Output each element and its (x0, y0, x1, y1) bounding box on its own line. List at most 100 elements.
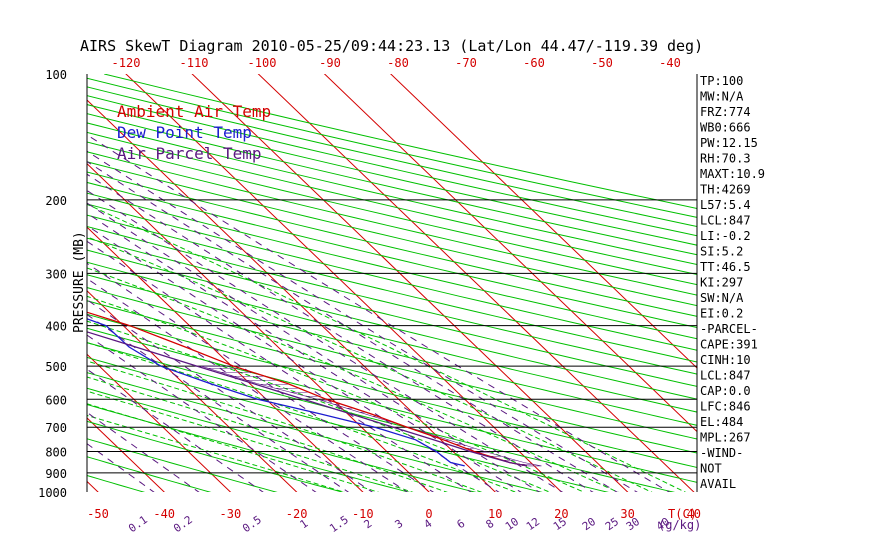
mixing-ratio-labels: 0.1 0.2 0.5 1 1.5 2 3 4 6 8 10 12 15 20 25 30 40 (126, 513, 672, 535)
index-entry: FRZ:774 (700, 105, 751, 119)
dry-adiabat (87, 113, 697, 256)
mixing-ratio-line (87, 189, 564, 492)
index-entry: MW:N/A (700, 90, 744, 104)
mixing-ratio-line (87, 173, 594, 492)
dry-adiabat (87, 387, 477, 492)
index-entry: WB0:666 (700, 121, 751, 135)
legend: Ambient Air Temp Dew Point Temp Air Parcel… (117, 102, 271, 163)
dry-adiabat (87, 192, 697, 340)
dry-adiabat (87, 342, 676, 492)
mixing-ratio-line (87, 334, 317, 492)
isobars (87, 199, 697, 474)
top-temp-tick-label: -60 (523, 56, 545, 70)
bottom-temp-tick-label: -50 (87, 507, 109, 521)
dry-adiabat (87, 141, 697, 286)
index-entry: TT:46.5 (700, 260, 751, 274)
index-entry: CAP:0.0 (700, 384, 751, 398)
bottom-temp-tick-label: 10 (488, 507, 502, 521)
mixing-ratio-label: 10 (503, 515, 521, 533)
top-temp-tick-label: -40 (659, 56, 681, 70)
mixing-ratio-line (87, 299, 374, 492)
dry-adiabat (87, 404, 411, 492)
index-entry: -PARCEL- (700, 322, 758, 336)
pressure-tick-label: 800 (45, 445, 67, 459)
air-parcel-temp-line (87, 331, 528, 467)
bottom-temp-tick-labels: -50 -40 -30 -20 -10 0 10 20 30 40 (87, 507, 701, 521)
mixing-ratio-label: 6 (455, 517, 468, 531)
index-entry: MPL:267 (700, 431, 751, 445)
bottom-temp-tick-label: 0 (425, 507, 432, 521)
isotherm (0, 65, 41, 501)
bottom-temp-tick-label: -30 (220, 507, 242, 521)
index-entry: LI:-0.2 (700, 229, 751, 243)
mixing-ratio-unit: (g/kg) (658, 518, 701, 532)
bottom-temp-tick-label: 20 (554, 507, 568, 521)
index-entry: KI:297 (700, 276, 743, 290)
dry-adiabat (87, 131, 697, 276)
top-temp-tick-label: -120 (112, 56, 141, 70)
isotherm (323, 74, 697, 433)
pressure-tick-label: 900 (45, 467, 67, 481)
index-entry: TP:100 (700, 74, 743, 88)
index-entry: EI:0.2 (700, 307, 743, 321)
pressure-tick-label: 400 (45, 320, 67, 334)
isotherm (125, 74, 563, 492)
ambient-air-temp-line (87, 311, 528, 467)
index-entry: AVAIL (700, 477, 736, 491)
index-entry: MAXT:10.9 (700, 167, 765, 181)
dry-adiabat (87, 122, 697, 266)
top-temp-tick-label: -110 (180, 56, 209, 70)
mixing-ratio-line (87, 160, 618, 492)
index-entry: LCL:847 (700, 214, 751, 228)
isotherm (87, 417, 165, 492)
mixing-ratio-line (87, 150, 638, 492)
dry-adiabat (87, 438, 278, 492)
pressure-tick-label: 300 (45, 267, 67, 281)
moist-adiabat (87, 236, 653, 492)
index-entry: CINH:10 (700, 353, 751, 367)
pressure-tick-label: 100 (45, 68, 67, 82)
mixing-ratio-line (87, 368, 264, 492)
index-entry: LFC:846 (700, 400, 751, 414)
index-entry: L57:5.4 (700, 198, 751, 212)
y-axis-label: PRESSURE (MB) (72, 231, 87, 333)
background-lines (0, 65, 697, 501)
moist-adiabat (87, 295, 585, 492)
moist-adiabat (87, 390, 414, 492)
x-axis-label: T(C) (668, 507, 697, 521)
moist-adiabat (87, 360, 483, 492)
index-entry: SI:5.2 (700, 245, 743, 259)
dry-adiabat (87, 420, 344, 492)
isotherm (87, 353, 232, 492)
pressure-tick-label: 600 (45, 393, 67, 407)
dry-adiabat (87, 171, 697, 317)
moist-adiabat (87, 320, 551, 492)
index-entry: SW:N/A (700, 291, 744, 305)
pressure-tick-label: 500 (45, 360, 67, 374)
dry-adiabat (87, 313, 697, 468)
dry-adiabat (87, 225, 697, 375)
index-entry: LCL:847 (700, 369, 751, 383)
dry-adiabat (87, 181, 697, 328)
mixing-ratio-label: 30 (624, 515, 642, 533)
profile-lines (87, 311, 528, 467)
index-entry: -WIND- (700, 446, 743, 460)
mixing-ratio-line (87, 224, 500, 492)
top-temp-tick-label: -100 (248, 56, 277, 70)
dry-adiabat (87, 261, 697, 413)
mixing-ratio-label: 4 (422, 517, 435, 532)
dry-adiabat (87, 161, 697, 307)
mixing-ratio-line (87, 212, 522, 492)
dry-adiabat (87, 456, 212, 492)
top-temp-tick-label: -50 (591, 56, 613, 70)
dew-point-temp-line (87, 318, 465, 467)
chart-title: AIRS SkewT Diagram 2010-05-25/09:44:23.1… (80, 37, 703, 55)
pressure-tick-labels: 100 200 300 400 500 600 700 800 900 1000 (38, 68, 67, 500)
mixing-ratio-label: 25 (603, 515, 621, 533)
mixing-ratio-label: 15 (551, 515, 569, 533)
index-entry: PW:12.15 (700, 136, 758, 150)
top-temp-tick-labels: -120 -110 -100 -90 -80 -70 -60 -50 -40 (112, 56, 681, 70)
bottom-temp-tick-label: 30 (620, 507, 634, 521)
